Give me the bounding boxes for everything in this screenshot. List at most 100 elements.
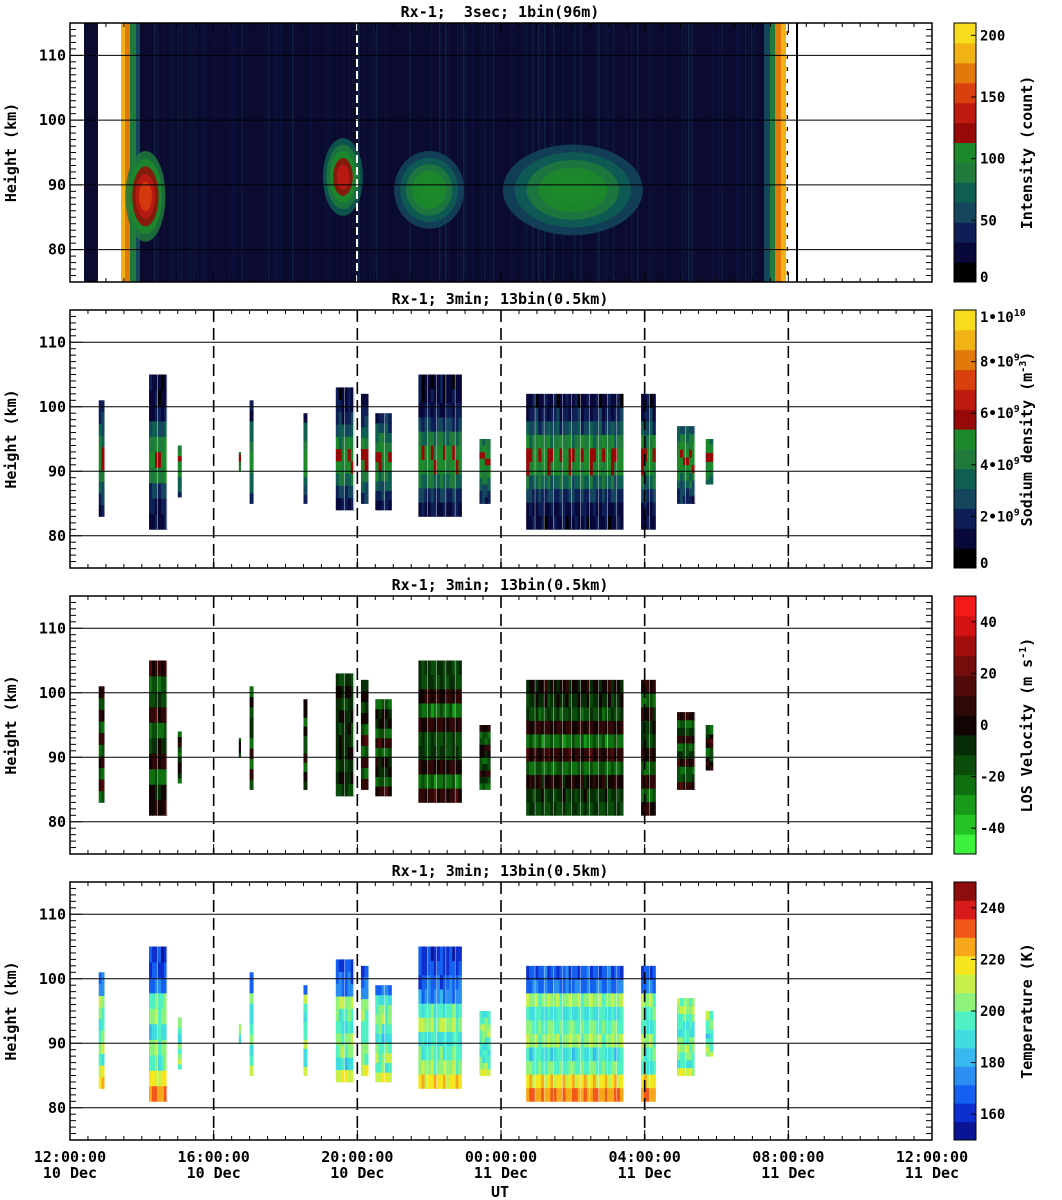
cell	[455, 745, 459, 761]
cell	[688, 735, 693, 744]
cell	[335, 734, 340, 748]
cell	[158, 467, 162, 484]
cell	[436, 759, 441, 775]
cell	[160, 1039, 165, 1056]
colorbar-segment	[954, 1011, 976, 1030]
cell	[427, 1017, 432, 1033]
cell	[709, 470, 714, 476]
cell	[592, 448, 597, 462]
streak	[631, 23, 633, 282]
cell	[705, 448, 710, 453]
cell	[458, 402, 462, 418]
cell	[553, 693, 557, 708]
streak	[685, 23, 687, 282]
cell	[375, 1023, 379, 1034]
cell	[430, 960, 435, 976]
cell	[620, 734, 624, 748]
cell	[341, 783, 346, 797]
cell	[643, 706, 648, 721]
cell	[646, 393, 651, 408]
cell	[238, 739, 242, 743]
cell	[421, 688, 425, 704]
cell	[149, 451, 153, 468]
cell	[452, 688, 456, 704]
cell	[679, 449, 684, 458]
cell	[682, 735, 687, 744]
cell	[595, 1006, 600, 1021]
cell	[595, 1074, 600, 1089]
segment	[360, 679, 369, 790]
cell	[547, 407, 551, 422]
no-data	[98, 23, 120, 282]
cell	[452, 1045, 456, 1061]
cell	[360, 470, 365, 482]
cell	[586, 761, 591, 776]
cell	[449, 402, 453, 418]
x-tick-label: 12:00:00	[34, 1148, 106, 1166]
cell	[388, 994, 392, 1005]
colorbar-tick-label: 150	[980, 90, 1005, 106]
cell	[643, 407, 648, 422]
cell	[479, 725, 483, 732]
colorbar-segment	[954, 122, 976, 144]
cell	[705, 479, 710, 485]
cell	[598, 1006, 603, 1021]
cell	[544, 693, 548, 708]
cell	[388, 728, 392, 739]
cell	[163, 482, 168, 499]
colorbar-segment	[954, 329, 976, 351]
cell	[547, 1087, 551, 1102]
x-tick-date: 11 Dec	[905, 1164, 959, 1182]
cell	[436, 974, 441, 990]
cell	[347, 411, 352, 425]
cell	[532, 1033, 536, 1048]
cell	[577, 1006, 582, 1021]
cell	[577, 420, 582, 435]
cell	[381, 432, 386, 443]
cell	[347, 399, 352, 413]
cell	[529, 393, 533, 408]
cell	[583, 720, 588, 735]
cell	[526, 420, 530, 435]
cell	[577, 979, 582, 994]
cell	[177, 762, 182, 768]
cell	[574, 407, 579, 422]
cell	[152, 946, 156, 963]
cell	[375, 985, 379, 996]
cell	[364, 987, 369, 1000]
cell	[335, 971, 340, 985]
cell	[479, 471, 483, 479]
cell	[562, 693, 566, 708]
cell	[643, 801, 648, 816]
cell	[482, 1049, 486, 1057]
cell	[649, 720, 653, 735]
cell	[547, 420, 551, 435]
cell	[160, 660, 165, 677]
cell	[586, 693, 591, 708]
cell	[586, 1047, 591, 1062]
cell	[433, 745, 438, 761]
cell	[375, 1062, 379, 1073]
cell	[652, 1006, 656, 1021]
cell	[458, 960, 462, 976]
cell	[574, 734, 579, 748]
cell	[649, 992, 653, 1007]
cell	[610, 747, 615, 762]
colorbar-frame	[953, 22, 977, 283]
cell	[559, 1006, 563, 1021]
cell	[586, 774, 591, 789]
cell	[646, 1060, 651, 1075]
cell	[430, 774, 435, 789]
cell	[433, 431, 438, 446]
cell	[452, 502, 456, 517]
cell	[163, 961, 168, 978]
cell	[641, 693, 645, 708]
cell	[544, 448, 548, 462]
cell	[155, 799, 159, 816]
cell	[586, 801, 591, 816]
cell	[577, 679, 582, 694]
cell	[565, 992, 569, 1007]
cell	[487, 490, 491, 498]
cell	[484, 1011, 488, 1018]
cell	[344, 473, 349, 486]
